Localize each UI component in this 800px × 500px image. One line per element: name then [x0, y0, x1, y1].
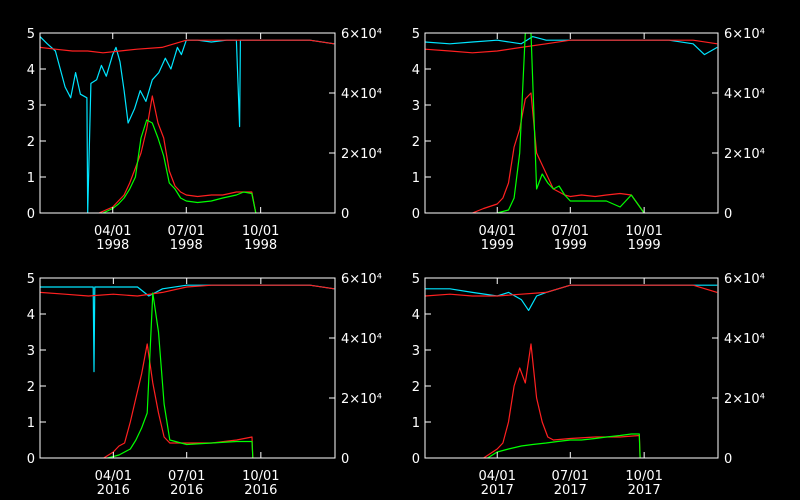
series-red-left-line: [425, 284, 718, 297]
series-group: [425, 284, 718, 458]
y2-tick-label: 6×10⁴: [341, 272, 382, 287]
y-tick-label: 3: [27, 99, 35, 114]
series-green-right-line: [497, 33, 645, 213]
y2-tick-label: 0: [724, 207, 732, 222]
y2-tick-label: 4×10⁴: [724, 332, 765, 347]
x-tick-year-label: 1998: [170, 238, 203, 253]
x-tick-year-label: 2017: [628, 483, 661, 498]
series-cyan-left-line: [425, 284, 718, 311]
x-tick-year-label: 2016: [170, 483, 203, 498]
y-tick-label: 1: [412, 171, 420, 186]
y2-tick-label: 0: [724, 452, 732, 467]
plot-frame: [424, 32, 719, 214]
y-tick-label: 0: [412, 452, 420, 467]
y-tick-label: 3: [412, 344, 420, 359]
y2-tick-label: 6×10⁴: [341, 27, 382, 42]
y-tick-label: 2: [27, 380, 35, 395]
y-tick-label: 5: [412, 272, 420, 287]
y2-tick-label: 2×10⁴: [341, 392, 382, 407]
y-tick-label: 2: [412, 135, 420, 150]
y-tick-label: 0: [27, 207, 35, 222]
y-tick-label: 4: [412, 63, 420, 78]
y2-tick-label: 2×10⁴: [724, 392, 765, 407]
series-cyan-left-line: [40, 284, 335, 373]
chart-panel-4: 01234502×10⁴4×10⁴6×10⁴04/01201707/012017…: [412, 272, 765, 498]
x-tick-year-label: 1999: [554, 238, 587, 253]
x-tick-label: 10/01: [625, 469, 662, 484]
x-tick-year-label: 2017: [554, 483, 587, 498]
x-tick-label: 07/01: [168, 224, 205, 239]
series-green-right-line: [107, 292, 254, 458]
y-tick-label: 2: [412, 380, 420, 395]
x-tick-year-label: 1998: [244, 238, 277, 253]
x-tick-label: 10/01: [625, 224, 662, 239]
series-group: [40, 36, 335, 213]
y2-tick-label: 4×10⁴: [341, 87, 382, 102]
y-tick-label: 4: [27, 308, 35, 323]
x-tick-label: 04/01: [479, 469, 516, 484]
chart-panel-1: 01234502×10⁴4×10⁴6×10⁴04/01199807/011998…: [27, 27, 382, 253]
series-group: [425, 33, 718, 213]
y-tick-label: 0: [412, 207, 420, 222]
y-tick-label: 1: [412, 416, 420, 431]
x-tick-year-label: 1998: [96, 238, 129, 253]
plot-frame: [424, 277, 719, 459]
y-tick-label: 5: [27, 272, 35, 287]
series-red-left-line: [40, 39, 335, 54]
y2-tick-label: 0: [341, 207, 349, 222]
x-tick-label: 07/01: [552, 469, 589, 484]
x-tick-year-label: 2016: [97, 483, 130, 498]
y-tick-label: 0: [27, 452, 35, 467]
y2-tick-label: 6×10⁴: [724, 27, 765, 42]
series-red-right-line: [472, 92, 645, 213]
series-green-right-line: [487, 433, 641, 458]
x-tick-year-label: 2017: [481, 483, 514, 498]
y-tick-label: 1: [27, 416, 35, 431]
y-tick-label: 4: [412, 308, 420, 323]
y2-tick-label: 4×10⁴: [341, 332, 382, 347]
y-tick-label: 3: [412, 99, 420, 114]
y-tick-label: 1: [27, 171, 35, 186]
series-green-right-line: [102, 119, 257, 213]
y2-tick-label: 2×10⁴: [341, 147, 382, 162]
y-tick-label: 5: [412, 27, 420, 42]
chart-panel-2: 01234502×10⁴4×10⁴6×10⁴04/01199907/011999…: [412, 27, 765, 253]
series-red-left-line: [40, 284, 335, 297]
x-tick-label: 07/01: [168, 469, 205, 484]
x-tick-year-label: 1999: [481, 238, 514, 253]
y-tick-label: 5: [27, 27, 35, 42]
x-tick-label: 07/01: [552, 224, 589, 239]
x-tick-year-label: 2016: [244, 483, 277, 498]
y2-tick-label: 2×10⁴: [724, 147, 765, 162]
x-tick-label: 04/01: [95, 469, 132, 484]
series-group: [40, 284, 335, 458]
series-red-right-line: [98, 95, 257, 213]
x-tick-label: 04/01: [94, 224, 131, 239]
chart-panel-3: 01234502×10⁴4×10⁴6×10⁴04/01201607/012016…: [27, 272, 382, 498]
y2-tick-label: 4×10⁴: [724, 87, 765, 102]
y2-tick-label: 6×10⁴: [724, 272, 765, 287]
plot-frame: [39, 277, 336, 459]
x-tick-label: 04/01: [479, 224, 516, 239]
y-tick-label: 4: [27, 63, 35, 78]
series-red-left-line: [425, 39, 718, 54]
plot-frame: [39, 32, 336, 214]
y2-tick-label: 0: [341, 452, 349, 467]
x-tick-label: 10/01: [242, 469, 279, 484]
y-tick-label: 3: [27, 344, 35, 359]
x-tick-label: 10/01: [242, 224, 279, 239]
series-cyan-left-line: [40, 36, 335, 213]
series-red-right-line: [103, 343, 254, 458]
series-cyan-left-line: [425, 35, 718, 56]
y-tick-label: 2: [27, 135, 35, 150]
x-tick-year-label: 1999: [628, 238, 661, 253]
